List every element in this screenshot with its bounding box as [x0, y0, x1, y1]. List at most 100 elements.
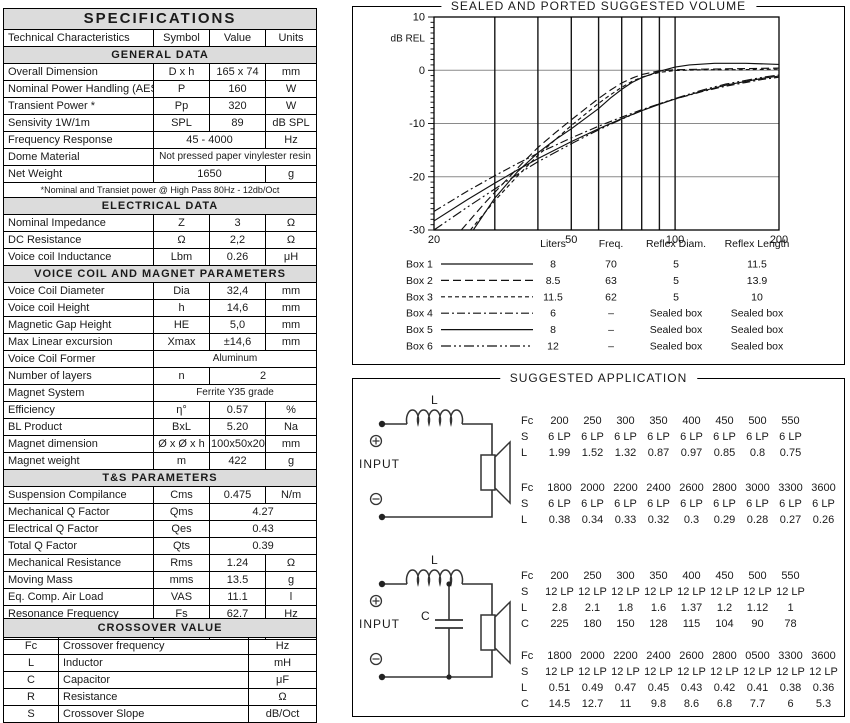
- spec-label: DC Resistance: [3, 231, 154, 249]
- legend-header: Freq.: [599, 238, 624, 250]
- series-box-1: [472, 62, 779, 230]
- application-value: 2600: [679, 482, 704, 494]
- spec-label: Dome Material: [3, 148, 154, 166]
- application-value: 12 LP: [644, 586, 673, 598]
- application-value: 12 LP: [644, 666, 673, 678]
- legend-box-label: Box 3: [406, 291, 433, 303]
- inductor-icon: [405, 409, 464, 427]
- series-box-3: [469, 68, 779, 230]
- application-value: 6 LP: [746, 498, 769, 510]
- speaker-icon: [480, 454, 496, 491]
- spec-row: Eq. Comp. Air Load VAS 11.1 l: [3, 588, 318, 606]
- application-value: 400: [682, 570, 701, 582]
- crossover-description: Resistance: [58, 688, 249, 706]
- spec-label: Efficiency: [3, 401, 154, 419]
- crossover-symbol: L: [3, 654, 59, 672]
- input-label: INPUT: [359, 617, 400, 631]
- application-value: 2800: [712, 650, 737, 662]
- spec-units: mm: [264, 63, 318, 81]
- spec-units: Ω: [264, 554, 318, 572]
- spec-row: Magnet weight m 422 g: [3, 452, 318, 470]
- spec-value: 3: [209, 214, 266, 232]
- spec-value: Aluminum: [152, 350, 318, 368]
- legend-value: Sealed box: [731, 308, 784, 320]
- application-value: 1.6: [650, 602, 667, 614]
- application-value-row: Fc 200 250 300 350 400 450 500 550: [519, 568, 840, 584]
- legend-value: 12: [547, 341, 559, 353]
- spec-row: Max Linear excursion Xmax ±14,6 mm: [3, 333, 318, 351]
- spec-label: Voice coil Height: [3, 299, 154, 317]
- specs-column-header-row: Technical Characteristics Symbol Value Unit…: [3, 29, 318, 47]
- application-row-label: Fc: [521, 482, 534, 494]
- application-value: 0.28: [746, 514, 769, 526]
- application-value: 14.5: [548, 698, 571, 710]
- application-value: 1.2: [716, 602, 733, 614]
- series-box-4: [434, 76, 779, 212]
- crossover-title: CROSSOVER VALUE: [2, 618, 318, 638]
- spec-label: Mechanical Resistance: [3, 554, 154, 572]
- application-value-row: S 12 LP 12 LP 12 LP 12 LP 12 LP 12 LP 12 LP 12 L…: [519, 584, 840, 600]
- spec-units: Ω: [264, 214, 318, 232]
- crossover-symbol: C: [3, 671, 59, 689]
- application-value: 1.37: [680, 602, 703, 614]
- application-value: 6 LP: [779, 431, 802, 443]
- y-tick-label: -10: [409, 118, 425, 130]
- application-value: 0.38: [548, 514, 571, 526]
- application-value: 6.8: [716, 698, 733, 710]
- spec-row: Magnetic Gap Height HE 5,0 mm: [3, 316, 318, 334]
- application-value: 6 LP: [647, 431, 670, 443]
- spec-row: DC Resistance Ω 2,2 Ω: [3, 231, 318, 249]
- spec-units: mm: [264, 299, 318, 317]
- spec-value: 1.24: [209, 554, 266, 572]
- capacitor-label: C: [421, 609, 430, 623]
- spec-label: Transient Power *: [3, 97, 154, 115]
- application-value: 0.41: [746, 682, 769, 694]
- speaker-cone-icon: [494, 440, 511, 505]
- crossover-value-table: CROSSOVER VALUE Fc Crossover frequency Hz L I…: [2, 618, 318, 723]
- application-value: 12 LP: [611, 666, 640, 678]
- application-value: 3300: [778, 482, 803, 494]
- legend-value: Sealed box: [650, 324, 703, 336]
- crossover-row: S Crossover Slope dB/Oct: [3, 705, 318, 723]
- y-axis-label: dB REL: [391, 33, 426, 44]
- legend-value: Sealed box: [650, 341, 703, 353]
- spec-row: Nominal Power Handling (AES)* P 160 W: [3, 80, 318, 98]
- spec-symbol: mms: [153, 571, 210, 589]
- spec-value: 2: [208, 367, 318, 385]
- spec-units: Hz: [264, 131, 318, 149]
- application-value: 450: [715, 570, 734, 582]
- legend-value: 70: [605, 259, 617, 271]
- spec-row: Mechanical Resistance Rms 1.24 Ω: [3, 554, 318, 572]
- speaker-icon: [480, 614, 496, 651]
- spec-units: %: [264, 401, 318, 419]
- application-value: 90: [751, 618, 764, 630]
- spec-label: Voice Coil Diameter: [3, 282, 154, 300]
- section-header-row: VOICE COIL AND MAGNET PARAMETERS: [2, 265, 318, 283]
- terminal-dot: [378, 513, 386, 521]
- application-value: 12 LP: [710, 586, 739, 598]
- spec-label: Max Linear excursion: [3, 333, 154, 351]
- application-value: 12 LP: [776, 666, 805, 678]
- crossover-units: dB/Oct: [247, 705, 318, 723]
- application-value: 500: [748, 415, 767, 427]
- application-value: 12 LP: [743, 586, 772, 598]
- series-box-6: [434, 74, 779, 230]
- application-value: 250: [583, 415, 602, 427]
- crossover-row: Fc Crossover frequency Hz: [3, 637, 318, 655]
- application-value: 104: [715, 618, 734, 630]
- junction-dot: [446, 674, 452, 680]
- application-title: SUGGESTED APPLICATION: [499, 371, 698, 385]
- spec-value: 160: [209, 80, 266, 98]
- application-value: 6: [787, 698, 794, 710]
- crossover-units: Hz: [247, 637, 318, 655]
- spec-units: Ω: [264, 231, 318, 249]
- spec-row: Sensivity 1W/1m SPL 89 dB SPL: [3, 114, 318, 132]
- spec-row: Number of layers n 2: [3, 367, 318, 385]
- spec-label: Mechanical Q Factor: [3, 503, 154, 521]
- application-content: L INPUT Fc 200 250 300 350 400 450 500 550 S 6 LP 6 L…: [353, 379, 844, 716]
- spec-value: 11.1: [209, 588, 266, 606]
- crossover-symbol: Fc: [3, 637, 59, 655]
- spec-label: BL Product: [3, 418, 154, 436]
- spec-row: Net Weight 1650 g: [3, 165, 318, 183]
- application-value-row: C 225 180 150 128 115 104 90 78: [519, 616, 840, 632]
